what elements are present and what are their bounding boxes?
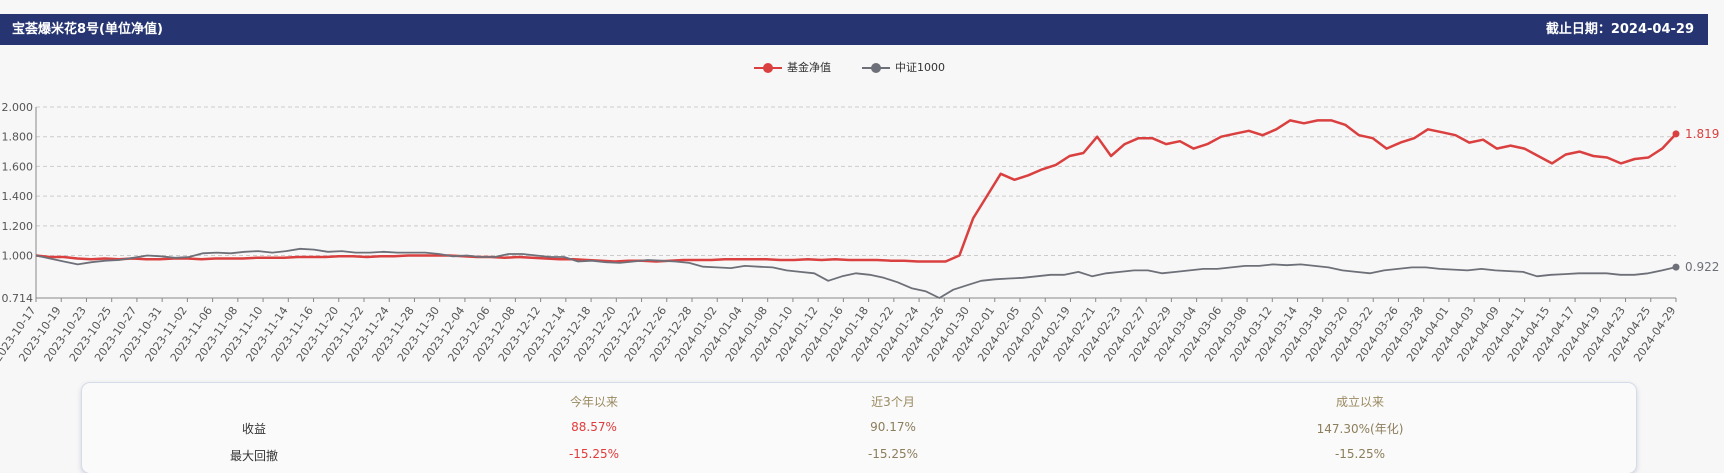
legend-item-index[interactable]: 中证1000 [862, 60, 945, 76]
cutoff-date: 截止日期：2024-04-29 [1546, 14, 1694, 45]
y-tick-label: 1.000 [2, 250, 34, 263]
legend-swatch-fund [754, 62, 782, 74]
y-tick-label: 1.400 [2, 190, 34, 203]
series-group: 1.819 0.922 [35, 119, 1719, 299]
y-axis: 2.000 1.800 1.600 1.400 1.200 1.000 0.714 [2, 101, 34, 305]
end-point-fund [1672, 130, 1680, 138]
stats-row-drawdown-label: 最大回撤 [229, 449, 279, 463]
series-line-index [35, 247, 1677, 299]
grid-lines [35, 106, 1676, 299]
y-tick-label: 1.800 [2, 131, 34, 144]
y-tick-label: 1.200 [2, 220, 34, 233]
stats-return-3m: 90.17% [870, 420, 916, 434]
legend-label-fund: 基金净值 [787, 61, 831, 74]
stats-drawdown-3m: -15.25% [867, 447, 919, 461]
end-point-index [1672, 263, 1680, 271]
chart-title: 宝荟爆米花8号(单位净值) [12, 22, 163, 37]
stats-table: 今年以来 近3个月 成立以来 收益 88.57% 90.17% 147.30%(… [82, 383, 1636, 473]
line-chart: 2.000 1.800 1.600 1.400 1.200 1.000 0.714 2023… [0, 101, 1719, 364]
series-line-fund [35, 119, 1677, 263]
y-tick-label: 2.000 [2, 101, 34, 114]
chart-header: 宝荟爆米花8号(单位净值) 截止日期：2024-04-29 [0, 14, 1708, 45]
stats-drawdown-ytd: -15.25% [568, 447, 620, 461]
stats-drawdown-inception: -15.25% [1334, 447, 1386, 461]
stats-return-ytd: 88.57% [571, 420, 617, 434]
end-label-fund: 1.819 [1685, 127, 1719, 141]
end-label-index: 0.922 [1685, 260, 1719, 274]
stats-row-return-label: 收益 [241, 422, 267, 436]
y-tick-label: 0.714 [2, 292, 34, 305]
cutoff-date-value: 2024-04-29 [1610, 22, 1694, 37]
legend-label-index: 中证1000 [895, 61, 945, 74]
x-axis: 2023-10-172023-10-192023-10-232023-10-25… [0, 298, 1678, 364]
y-tick-label: 1.600 [2, 160, 34, 173]
stats-col-3m: 近3个月 [871, 395, 915, 409]
stats-col-ytd: 今年以来 [569, 395, 619, 409]
cutoff-date-label: 截止日期： [1545, 22, 1611, 37]
chart-legend: 基金净值 中证1000 [0, 60, 1724, 76]
stats-return-inception: 147.30%(年化) [1316, 422, 1404, 436]
stats-col-inception: 成立以来 [1335, 395, 1385, 409]
legend-item-fund[interactable]: 基金净值 [754, 60, 831, 76]
legend-swatch-index [862, 62, 890, 74]
